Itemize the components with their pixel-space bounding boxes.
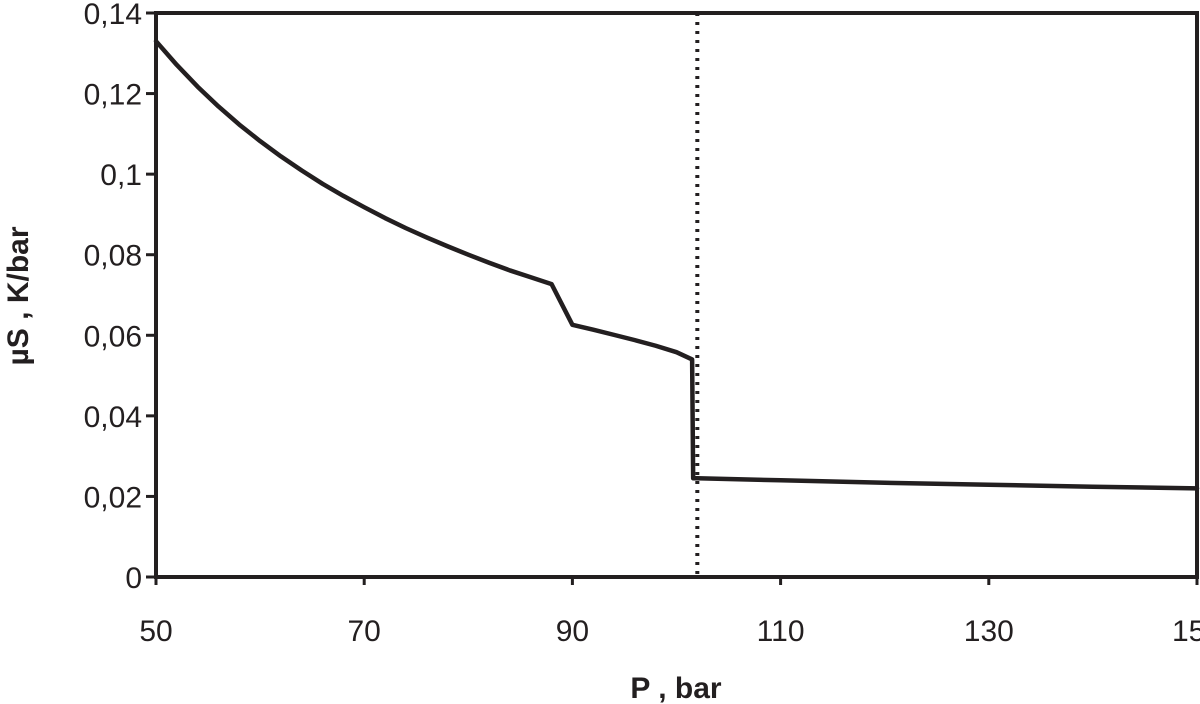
y-tick-label: 0,08 xyxy=(84,240,142,273)
y-axis-label: µS , K/bar xyxy=(2,226,35,365)
x-tick-label: 90 xyxy=(556,615,589,648)
x-tick-label: 70 xyxy=(348,615,381,648)
x-tick-label: 130 xyxy=(964,615,1014,648)
x-axis-label: P , bar xyxy=(630,672,721,704)
x-tick-label: 110 xyxy=(757,615,805,648)
y-tick-label: 0,06 xyxy=(84,320,142,353)
y-tick-label: 0,14 xyxy=(84,0,142,31)
x-tick-label: 150 xyxy=(1172,615,1200,648)
x-tick-label: 50 xyxy=(139,615,172,648)
y-tick-label: 0,12 xyxy=(84,79,142,112)
x-axis-ticks: 50 70 90 110 130 150 xyxy=(139,577,1200,648)
y-axis-ticks: 0 0,02 0,04 0,06 0,08 0,1 0,12 0,14 xyxy=(84,0,156,595)
y-tick-label: 0 xyxy=(125,562,142,595)
series-line xyxy=(153,38,1200,491)
data-series xyxy=(153,38,1200,491)
y-tick-label: 0,1 xyxy=(100,159,142,192)
y-tick-label: 0,04 xyxy=(84,401,142,434)
y-tick-label: 0,02 xyxy=(84,481,142,514)
plot-area-frame xyxy=(154,11,1199,579)
